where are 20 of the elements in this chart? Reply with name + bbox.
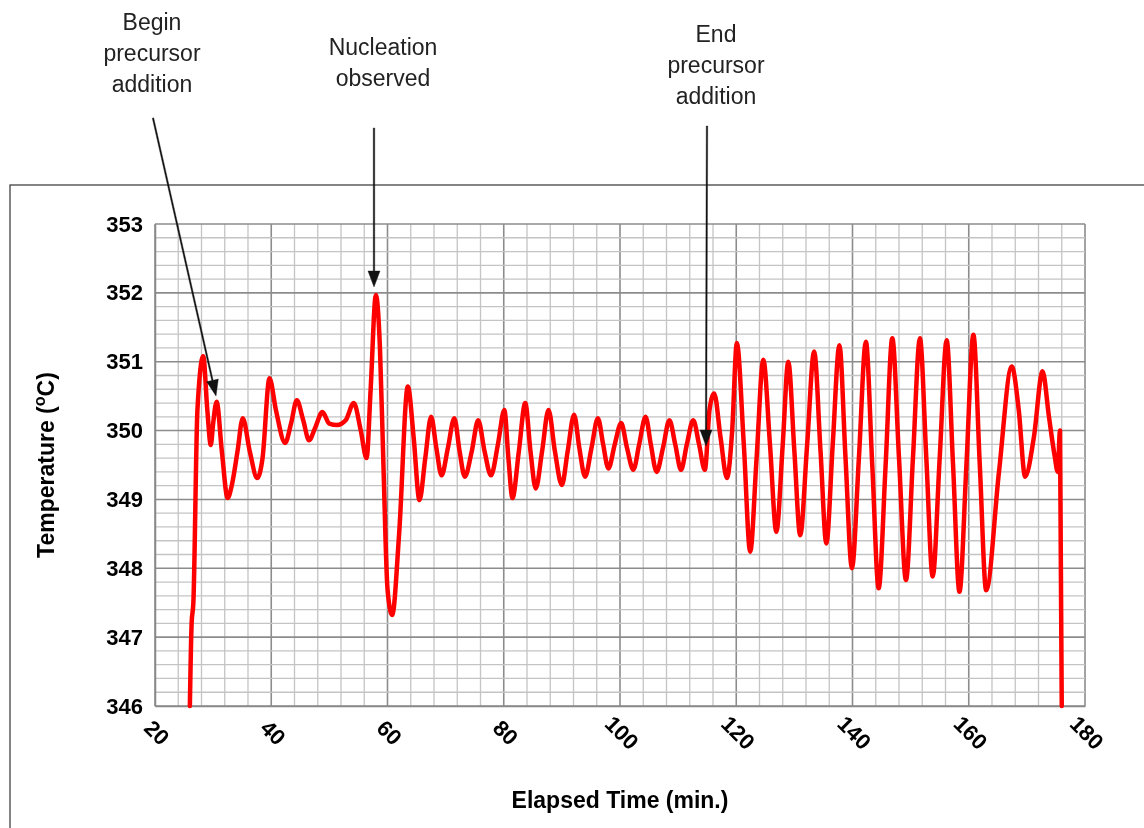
line-series — [187, 292, 1064, 709]
y-tick-label: 351 — [106, 349, 143, 375]
x-tick-label: 100 — [599, 710, 644, 755]
x-axis-title: Elapsed Time (min.) — [511, 787, 729, 813]
x-tick-label: 40 — [255, 715, 291, 751]
x-tick-label: 160 — [948, 710, 993, 755]
y-tick-label: 352 — [106, 280, 143, 306]
y-tick-label: 347 — [106, 624, 143, 650]
y-tick-label: 353 — [106, 211, 143, 237]
x-tick-label: 60 — [371, 715, 407, 751]
text: End precursor addition — [667, 21, 765, 109]
x-tick-label: 180 — [1064, 710, 1109, 755]
x-tick-label: 120 — [716, 710, 760, 755]
y-tick-label: 349 — [106, 486, 143, 512]
text: Nucleation observed — [328, 34, 438, 91]
y-tick-label: 348 — [106, 555, 143, 581]
y-tick-label: 350 — [106, 418, 143, 444]
x-tick-label: 80 — [487, 715, 523, 751]
text: Begin precursor addition — [103, 9, 201, 97]
x-tick-label: 140 — [832, 710, 877, 755]
